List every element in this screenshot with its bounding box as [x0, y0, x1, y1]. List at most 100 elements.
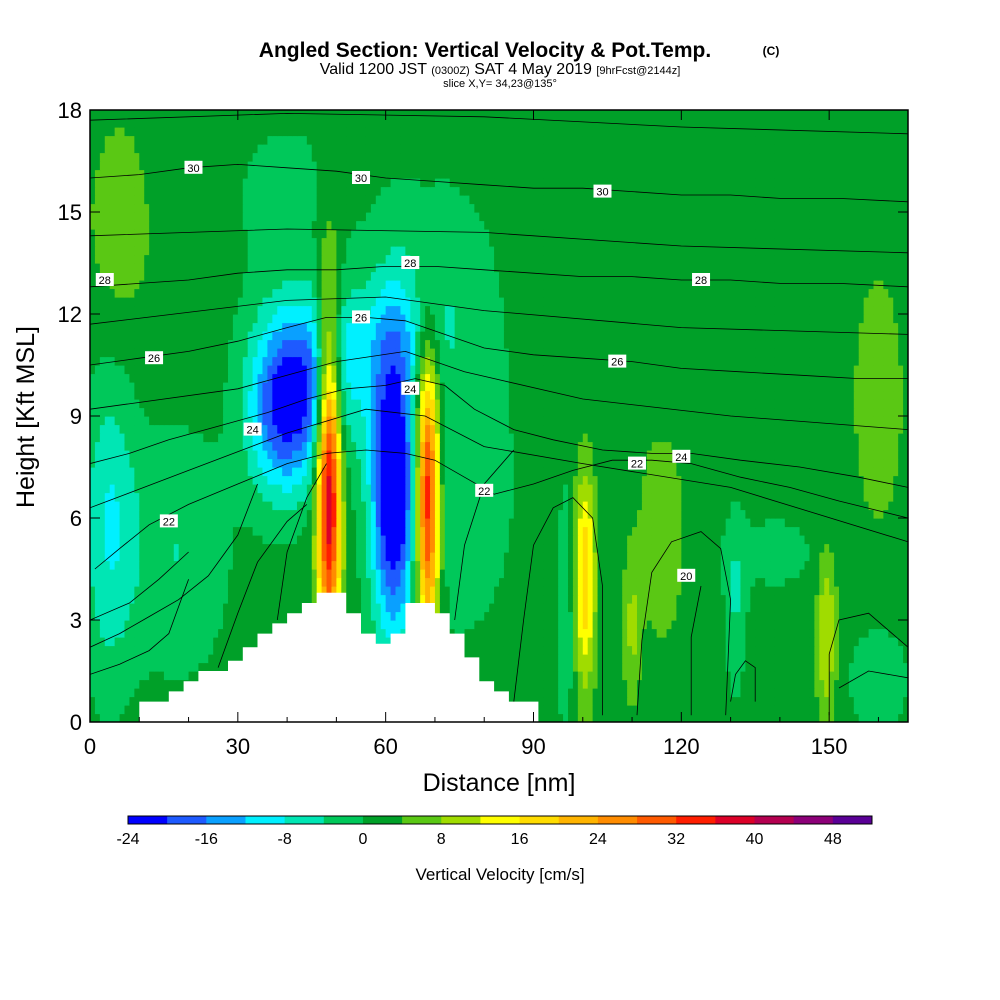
velocity-cell — [410, 467, 416, 477]
velocity-cell — [676, 645, 682, 655]
velocity-cell — [449, 620, 456, 630]
velocity-cell — [760, 713, 766, 722]
velocity-cell — [90, 509, 96, 519]
velocity-cell — [577, 628, 584, 638]
velocity-cell — [577, 645, 584, 655]
velocity-cell — [361, 475, 367, 485]
velocity-cell — [257, 509, 264, 519]
velocity-cell — [420, 526, 426, 536]
velocity-cell — [326, 560, 333, 570]
velocity-cell — [474, 535, 480, 545]
velocity-cell — [898, 603, 904, 613]
velocity-cell — [548, 526, 554, 536]
velocity-cell — [203, 645, 209, 655]
velocity-cell — [528, 475, 535, 485]
velocity-cell — [149, 577, 155, 587]
velocity-cell — [592, 543, 599, 553]
velocity-cell — [617, 662, 623, 672]
velocity-cell — [518, 594, 525, 604]
velocity-cell — [316, 569, 323, 579]
velocity-cell — [213, 509, 219, 519]
velocity-cell — [247, 501, 254, 511]
velocity-cell — [223, 535, 229, 545]
velocity-cell — [272, 543, 278, 553]
velocity-cell — [632, 713, 638, 722]
velocity-cell — [257, 611, 264, 621]
velocity-cell — [104, 467, 111, 477]
velocity-cell — [149, 696, 155, 706]
velocity-cell — [223, 467, 229, 477]
velocity-cell — [567, 688, 574, 698]
velocity-cell — [218, 552, 224, 562]
velocity-cell — [149, 492, 155, 502]
velocity-cell — [572, 577, 579, 587]
velocity-cell — [839, 688, 845, 698]
velocity-cell — [405, 501, 411, 511]
velocity-cell — [449, 467, 456, 477]
velocity-cell — [572, 671, 579, 681]
velocity-cell — [503, 475, 510, 485]
velocity-cell — [203, 467, 209, 477]
velocity-cell — [848, 543, 855, 553]
velocity-cell — [558, 645, 564, 655]
velocity-cell — [888, 696, 894, 706]
velocity-cell — [770, 654, 776, 664]
velocity-cell — [829, 603, 835, 613]
velocity-cell — [681, 705, 687, 715]
velocity-cell — [316, 560, 323, 570]
velocity-cell — [641, 535, 648, 545]
velocity-cell — [720, 509, 727, 519]
velocity-cell — [464, 569, 471, 579]
velocity-cell — [765, 637, 771, 647]
velocity-cell — [144, 645, 150, 655]
velocity-cell — [158, 637, 165, 647]
velocity-cell — [134, 509, 140, 519]
velocity-cell — [484, 467, 490, 477]
velocity-cell — [321, 509, 328, 519]
velocity-cell — [893, 645, 899, 655]
velocity-cell — [597, 586, 604, 596]
velocity-cell — [139, 484, 145, 494]
velocity-cell — [681, 713, 687, 722]
velocity-cell — [129, 467, 135, 477]
velocity-cell — [765, 628, 771, 638]
velocity-cell — [400, 586, 406, 596]
velocity-cell — [188, 543, 195, 553]
velocity-cell — [839, 543, 845, 553]
velocity-cell — [474, 645, 480, 655]
velocity-cell — [809, 543, 815, 553]
velocity-cell — [863, 662, 870, 672]
velocity-cell — [213, 611, 219, 621]
velocity-cell — [183, 671, 190, 681]
velocity-cell — [582, 671, 589, 681]
velocity-cell — [868, 594, 875, 604]
velocity-cell — [893, 637, 899, 647]
velocity-cell — [691, 637, 697, 647]
velocity-cell — [247, 577, 254, 587]
velocity-cell — [735, 586, 742, 596]
velocity-cell — [587, 654, 594, 664]
velocity-cell — [814, 543, 820, 553]
velocity-cell — [572, 484, 579, 494]
velocity-cell — [124, 484, 131, 494]
velocity-cell — [430, 526, 436, 536]
velocity-cell — [597, 628, 604, 638]
velocity-cell — [567, 594, 574, 604]
velocity-cell — [868, 577, 875, 587]
velocity-cell — [144, 577, 150, 587]
velocity-cell — [602, 543, 609, 553]
velocity-cell — [755, 688, 761, 698]
velocity-cell — [632, 662, 638, 672]
velocity-cell — [794, 654, 801, 664]
velocity-cell — [834, 577, 840, 587]
velocity-cell — [843, 518, 850, 528]
velocity-cell — [567, 526, 574, 536]
velocity-cell — [824, 705, 830, 715]
velocity-cell — [765, 671, 771, 681]
velocity-cell — [843, 501, 850, 511]
velocity-cell — [755, 620, 761, 630]
velocity-cell — [425, 535, 431, 545]
velocity-cell — [651, 645, 658, 655]
velocity-cell — [666, 688, 673, 698]
velocity-cell — [602, 518, 609, 528]
